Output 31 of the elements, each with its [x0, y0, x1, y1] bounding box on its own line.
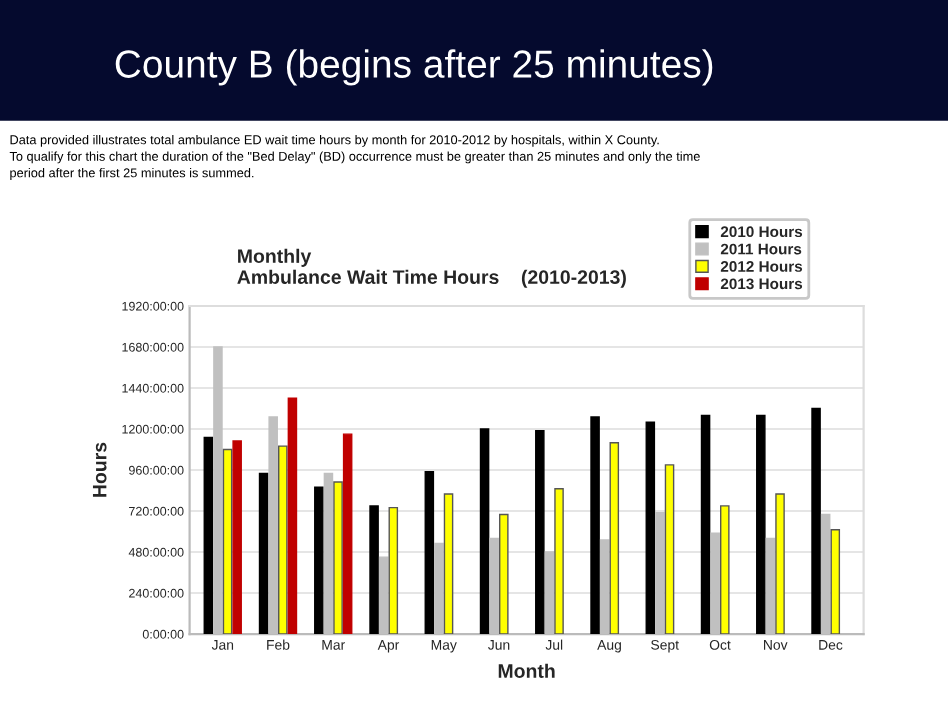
bar: [314, 486, 324, 635]
bar: [590, 416, 600, 635]
bar: [222, 448, 233, 635]
bar: [609, 441, 620, 635]
bar: [443, 493, 454, 635]
bar: [720, 505, 730, 635]
bar: [232, 440, 242, 635]
bar: [535, 430, 545, 635]
bar: [258, 472, 269, 635]
bar: [499, 513, 509, 635]
bar: [369, 505, 379, 635]
bar: [811, 407, 821, 635]
x-axis-title: Month: [498, 663, 555, 678]
bar: [700, 414, 711, 635]
chart-title: Monthly Ambulance Wait Time Hours (2010-2013): [237, 248, 626, 288]
bar: [342, 433, 353, 635]
text: County B (begins after 25 minutes): [115, 49, 713, 86]
y-axis-title: Hours: [92, 442, 107, 497]
bar: [479, 428, 490, 635]
bar: [388, 506, 399, 635]
bar: [830, 529, 841, 635]
bar: [203, 436, 214, 635]
bar: [645, 421, 656, 635]
bar: [287, 397, 298, 635]
bar: [424, 471, 435, 635]
bar: [775, 493, 785, 635]
bar: [756, 414, 766, 635]
bar: [333, 481, 343, 635]
bar: [278, 445, 288, 635]
bar: [554, 488, 564, 635]
bar: [664, 464, 675, 635]
